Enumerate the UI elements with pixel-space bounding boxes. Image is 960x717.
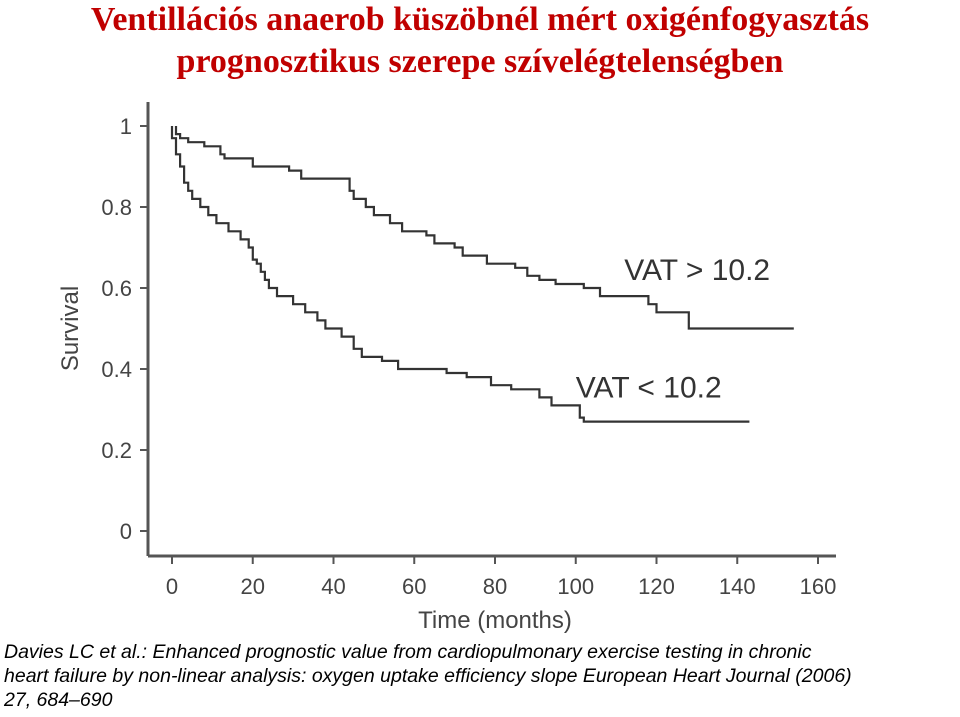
citation-line-2: heart failure by non-linear analysis: ox… xyxy=(4,665,852,687)
series-line-2 xyxy=(170,126,750,423)
series-label-1: VAT > 10.2 xyxy=(624,254,770,287)
y-tick-label: 0.6 xyxy=(101,276,132,301)
y-tick-label: 1 xyxy=(120,114,132,139)
y-tick-label: 0.2 xyxy=(101,438,132,463)
slide-title-line-2: prognosztikus szerepe szívelégtelenségbe… xyxy=(176,43,784,80)
citation: Davies LC et al.: Enhanced prognostic va… xyxy=(4,640,960,712)
chart-labels: VAT > 10.2 VAT < 10.2 xyxy=(576,254,770,404)
slide-title-line-1: Ventillációs anaerob küszöbnél mért oxig… xyxy=(90,1,870,38)
chart-axes: 0 0.2 0.4 0.6 0.8 1 0 20 40 60 80 100 120 140 160 Time … xyxy=(57,102,836,634)
x-tick-label: 160 xyxy=(800,574,837,599)
x-tick-label: 100 xyxy=(557,574,594,599)
series-label-2: VAT < 10.2 xyxy=(576,371,722,404)
y-tick-label: 0.4 xyxy=(101,357,132,382)
x-tick-label: 20 xyxy=(241,574,265,599)
x-tick-label: 40 xyxy=(321,574,345,599)
y-tick-label: 0 xyxy=(120,519,132,544)
x-tick-label: 120 xyxy=(638,574,675,599)
x-tick-label: 80 xyxy=(483,574,507,599)
y-axis-title: Survival xyxy=(57,286,84,371)
citation-line-3: 27, 684–690 xyxy=(4,689,113,711)
y-tick-label: 0.8 xyxy=(101,195,132,220)
survival-chart: 0 0.2 0.4 0.6 0.8 1 0 20 40 60 80 100 120 140 160 Time … xyxy=(57,102,836,634)
chart-series xyxy=(170,126,794,423)
x-tick-label: 60 xyxy=(402,574,426,599)
citation-line-1: Davies LC et al.: Enhanced prognostic va… xyxy=(4,641,812,663)
series-line-1 xyxy=(174,126,794,330)
x-tick-label: 0 xyxy=(166,574,178,599)
x-axis-title: Time (months) xyxy=(418,607,572,634)
x-tick-label: 140 xyxy=(719,574,756,599)
